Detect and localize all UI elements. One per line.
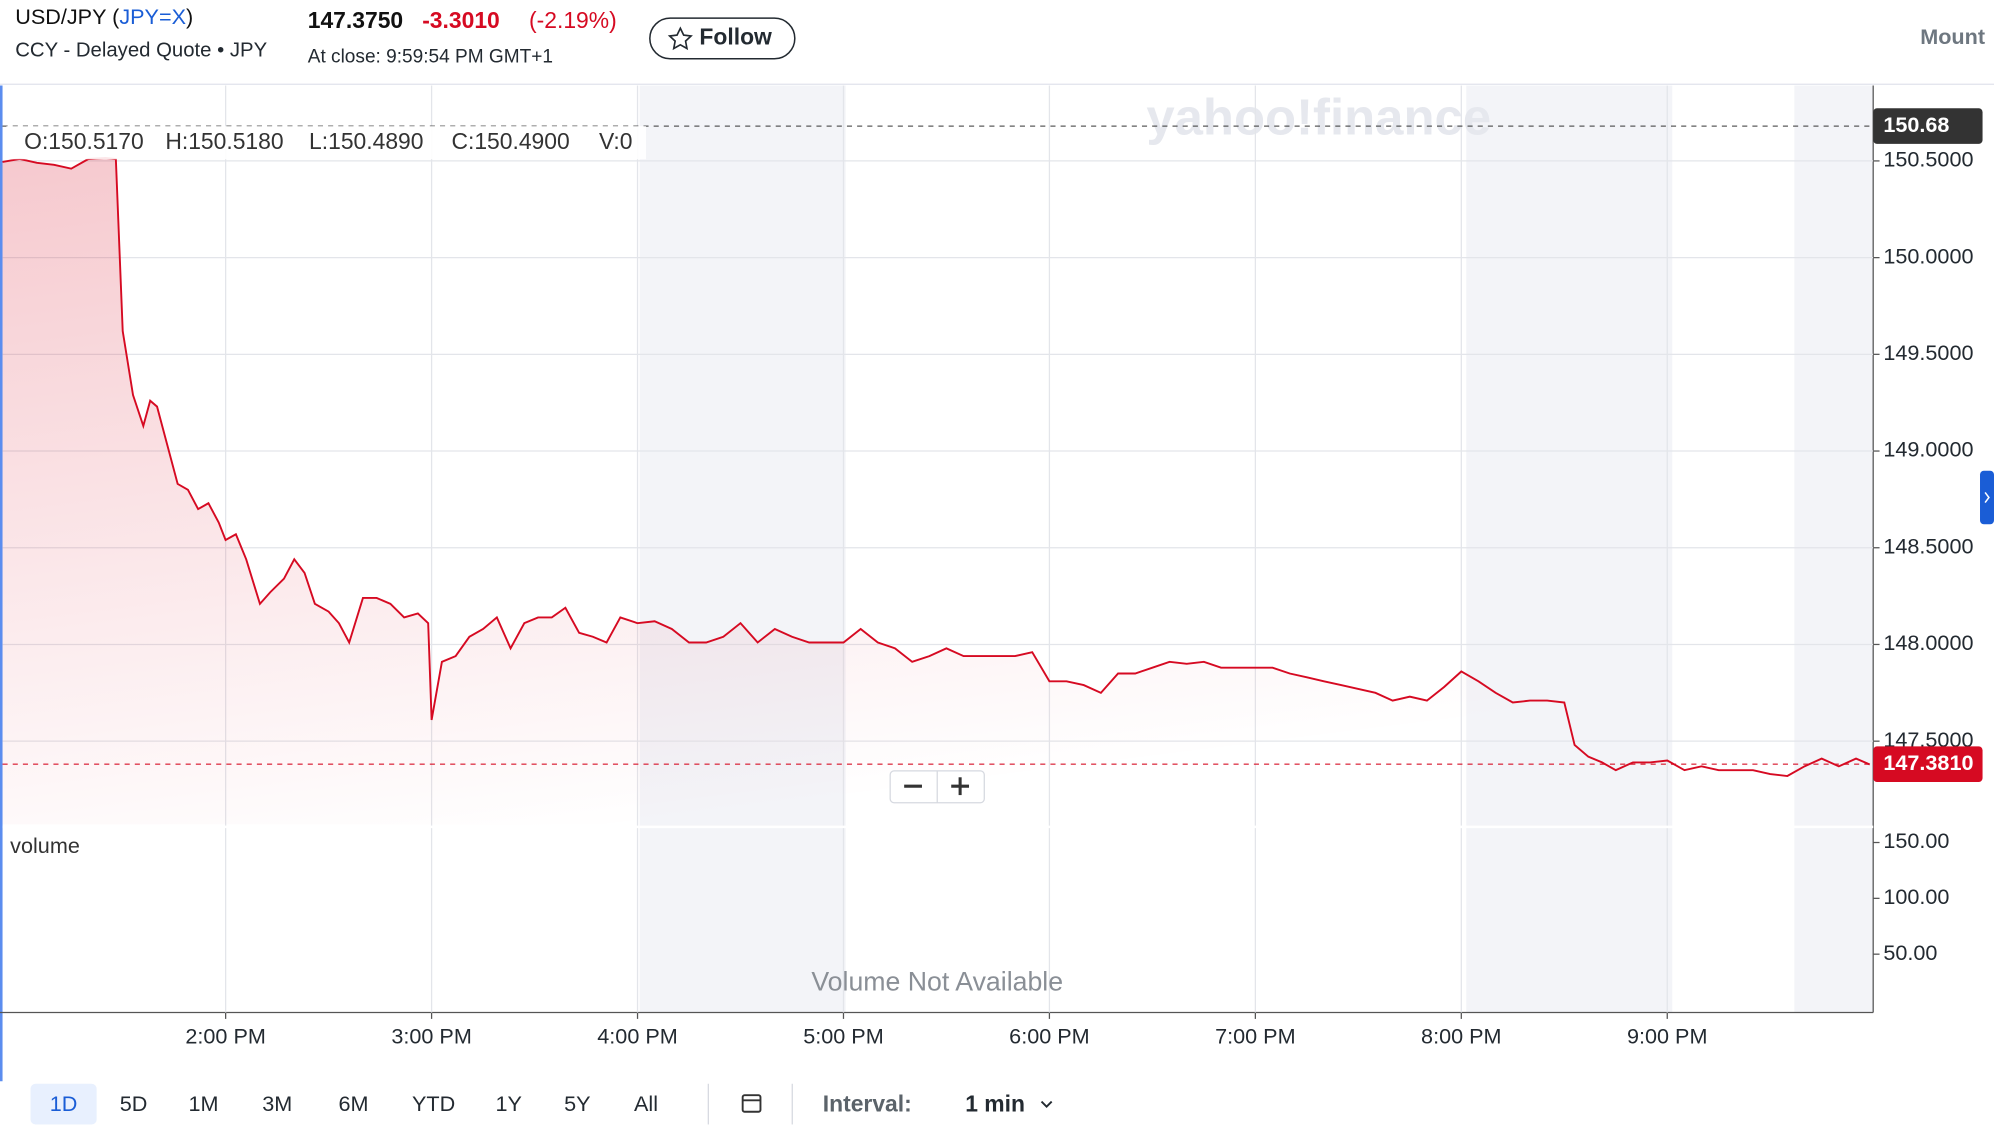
y-tick-label: 150.0000 xyxy=(1883,243,1973,268)
side-tab[interactable] xyxy=(1980,470,1994,525)
volume-title: volume xyxy=(10,833,80,858)
symbol-title: USD/JPY (JPY=X) xyxy=(15,4,193,29)
volume-tick-label: 50.00 xyxy=(1883,940,1937,965)
range-button[interactable]: 6M xyxy=(339,1091,369,1116)
interval-chevron xyxy=(1040,1100,1053,1108)
change-percent: (-2.19%) xyxy=(529,7,617,33)
ticker[interactable]: JPY=X xyxy=(119,4,186,29)
range-button[interactable]: 5D xyxy=(120,1091,148,1116)
x-tick-label: 2:00 PM xyxy=(185,1024,265,1049)
chart: 2:00 PM 3:00 PM 4:00 PM 5:00 PM 6:00 PM 7:00 … xyxy=(2,85,1983,1049)
y-tick-label: 150.5000 xyxy=(1883,147,1973,172)
interval-value[interactable]: 1 min xyxy=(965,1090,1025,1116)
band xyxy=(639,85,846,1013)
side-tab-arrow xyxy=(1984,491,1990,504)
range-button[interactable]: 5Y xyxy=(564,1091,590,1116)
title: USD/JPY ( xyxy=(15,4,120,29)
band xyxy=(1794,85,1874,1013)
ohlc-value: O:150.5170 xyxy=(24,128,144,154)
right-label: Mount xyxy=(1920,24,1985,49)
reference-label: 150.68 xyxy=(1883,112,1949,137)
reference-label: 147.3810 xyxy=(1883,750,1973,775)
follow-button[interactable]: Follow xyxy=(649,17,796,60)
range-button[interactable]: YTD xyxy=(412,1091,455,1116)
y-tick-label: 149.0000 xyxy=(1883,437,1973,462)
x-tick-label: 7:00 PM xyxy=(1215,1024,1295,1049)
price: 147.3750 xyxy=(308,7,403,33)
ohlc-value: L:150.4890 xyxy=(309,128,424,154)
title-suffix: ) xyxy=(186,4,193,29)
y-tick-label: 148.0000 xyxy=(1883,630,1973,655)
x-tick-label: 8:00 PM xyxy=(1421,1024,1501,1049)
range-button[interactable]: 1M xyxy=(188,1091,218,1116)
range-button[interactable]: 1D xyxy=(50,1091,78,1116)
ohlc-value: V:0 xyxy=(599,128,633,154)
y-tick-label: 148.5000 xyxy=(1883,533,1973,558)
price-area xyxy=(2,157,1870,825)
session-bands xyxy=(639,85,1874,1013)
range-button[interactable]: All xyxy=(634,1091,658,1116)
range-button[interactable]: 3M xyxy=(262,1091,292,1116)
close-time: At close: 9:59:54 PM GMT+1 xyxy=(308,47,553,68)
watermark: yahoo!finance xyxy=(1146,89,1491,146)
x-tick-label: 4:00 PM xyxy=(597,1024,677,1049)
x-tick-label: 5:00 PM xyxy=(803,1024,883,1049)
interval-label: Interval: xyxy=(823,1090,912,1116)
price-line xyxy=(2,157,1871,777)
band xyxy=(1466,85,1673,1013)
zoom-controls xyxy=(889,770,985,804)
volume-note: Volume Not Available xyxy=(811,966,1063,996)
range-button[interactable]: 1Y xyxy=(495,1091,521,1116)
calendar-icon xyxy=(741,1094,762,1113)
star-icon xyxy=(667,26,693,51)
x-tick-label: 3:00 PM xyxy=(391,1024,471,1049)
follow-label[interactable]: Follow xyxy=(699,23,772,49)
calendar-button[interactable] xyxy=(741,1094,762,1113)
volume-tick-label: 150.00 xyxy=(1883,828,1949,853)
ohlc-box xyxy=(6,126,647,160)
subtitle: CCY - Delayed Quote • JPY xyxy=(15,40,267,62)
range-selected xyxy=(30,1083,97,1125)
change: -3.3010 xyxy=(422,7,500,33)
ohlc-value: C:150.4900 xyxy=(451,128,569,154)
y-tick-label: 149.5000 xyxy=(1883,340,1973,365)
reference-badge xyxy=(1873,746,1983,782)
reference-badge xyxy=(1873,108,1983,144)
ohlc-value: H:150.5180 xyxy=(165,128,283,154)
x-tick-label: 6:00 PM xyxy=(1009,1024,1089,1049)
volume-tick-label: 100.00 xyxy=(1883,884,1949,909)
x-tick-label: 9:00 PM xyxy=(1627,1024,1707,1049)
